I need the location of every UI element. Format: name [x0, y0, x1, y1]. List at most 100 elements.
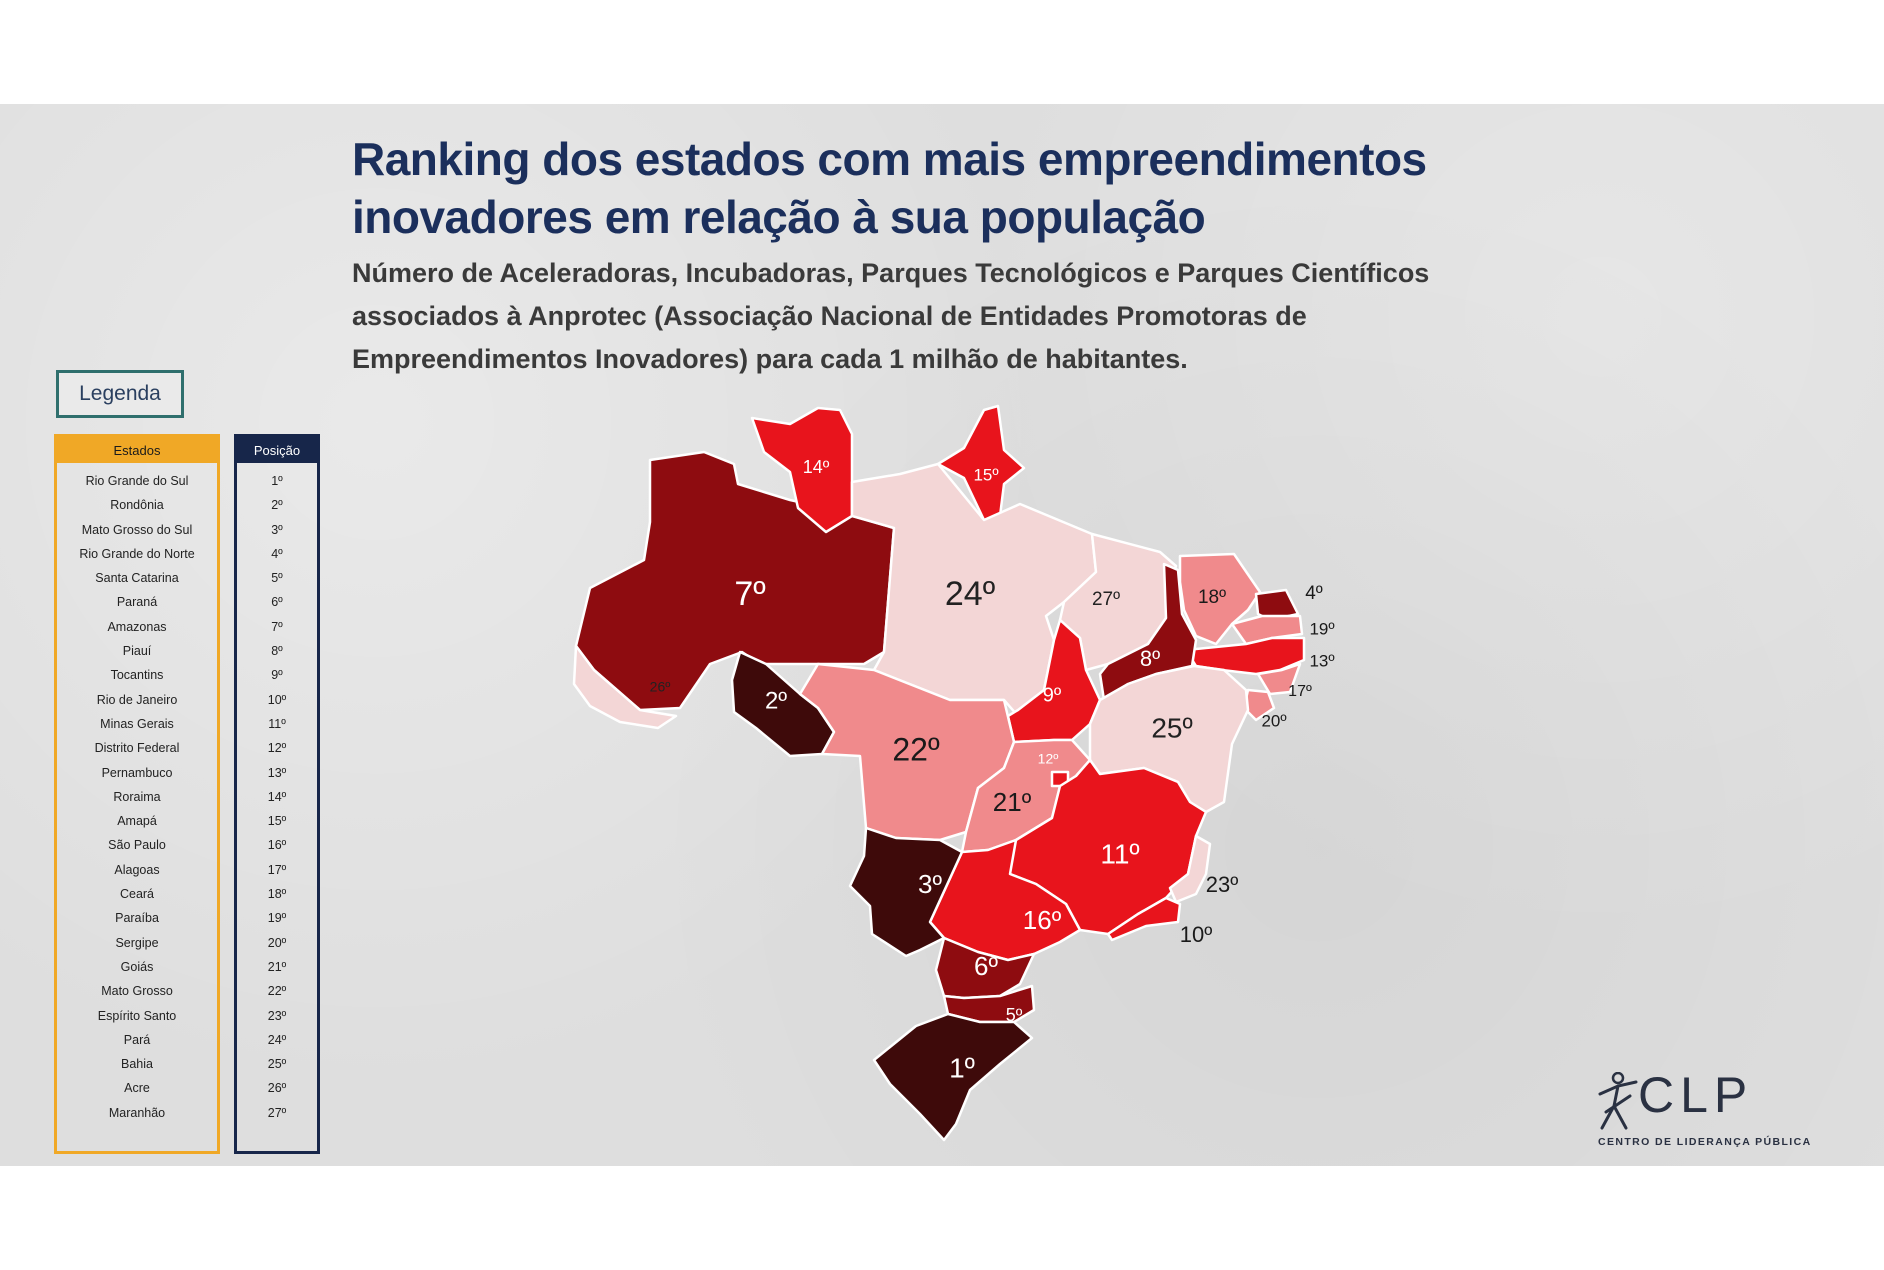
clp-figure-icon — [1598, 1072, 1638, 1130]
subtitle-line-2: associados à Anprotec (Associação Nacion… — [352, 301, 1307, 331]
legend-position-item: 21º — [267, 959, 287, 974]
state-rank-label-distrito-federal: 12º — [1038, 751, 1059, 767]
state-rank-label-rio-de-janeiro: 10º — [1180, 922, 1213, 947]
state-rank-label-bahia: 25º — [1151, 712, 1192, 743]
legend-position-item: 14º — [267, 789, 287, 804]
state-rank-label-paraiba: 19º — [1309, 619, 1334, 638]
brazil-map: 7º 14º 15º 24º 27º 18º 4º 19º 13º 17º 20º 8º 9º 25º 26… — [0, 104, 1884, 1166]
legend-position-item: 1º — [271, 474, 283, 488]
clp-logo: CLP CENTRO DE LIDERANÇA PÚBLICA — [1590, 1066, 1840, 1156]
legend-state-item: Pernambuco — [101, 765, 173, 780]
legend-state-item: Mato Grosso do Sul — [81, 522, 193, 537]
legend-position-item: 22º — [267, 984, 287, 999]
legend-state-item: Piauí — [122, 644, 152, 659]
state-rank-label-alagoas: 17º — [1288, 683, 1312, 700]
legend-state-item: Amazonas — [107, 619, 167, 634]
state-rank-label-rondonia: 2º — [765, 687, 787, 714]
legend-states-list: Rio Grande do Sul Rondônia Mato Grosso do … — [57, 463, 217, 1125]
title-line-1: Ranking dos estados com mais empreendime… — [352, 133, 1427, 185]
legend-state-item: Minas Gerais — [100, 716, 174, 731]
legend-state-item: Pará — [123, 1032, 151, 1047]
title-line-2: inovadores em relação à sua população — [352, 191, 1206, 243]
legend-position-item: 11º — [268, 716, 286, 731]
clp-logo-subtitle: CENTRO DE LIDERANÇA PÚBLICA — [1598, 1136, 1812, 1148]
state-rank-label-amapa: 15º — [973, 465, 998, 484]
legend-state-item: São Paulo — [108, 838, 166, 853]
state-region-rio-de-janeiro — [1106, 896, 1182, 942]
legend-state-item: Paraíba — [115, 911, 159, 926]
state-region-ceara — [1178, 552, 1262, 646]
legend-state-item: Maranhão — [108, 1105, 166, 1120]
page-title: Ranking dos estados com mais empreendime… — [352, 130, 1612, 246]
legend-states-header: Estados — [57, 437, 217, 463]
legend-position-item: 10º — [267, 692, 287, 707]
legend-position-item: 8º — [271, 644, 283, 659]
state-rank-label-mato-grosso-do-sul: 3º — [918, 869, 942, 899]
legend-state-item: Ceará — [119, 887, 155, 902]
legend-state-item: Rio Grande do Norte — [79, 546, 195, 561]
legend-position-item: 6º — [271, 595, 283, 610]
state-rank-label-sao-paulo: 16º — [1023, 905, 1062, 935]
legend-state-item: Alagoas — [114, 862, 160, 877]
state-rank-label-para: 24º — [945, 575, 995, 613]
legend-state-item: Rio Grande do Sul — [85, 474, 189, 488]
page-subtitle: Número de Aceleradoras, Incubadoras, Par… — [352, 252, 1612, 381]
state-rank-label-roraima: 14º — [803, 457, 830, 477]
state-rank-label-pernambuco: 13º — [1309, 651, 1334, 670]
legend-position-item: 20º — [267, 935, 287, 950]
legend-state-item: Santa Catarina — [95, 571, 179, 586]
legend-position-item: 9º — [271, 668, 283, 683]
state-rank-label-santa-catarina: 5º — [1006, 1005, 1023, 1025]
legend-state-item: Acre — [124, 1081, 150, 1096]
legend-state-item: Goiás — [120, 959, 154, 974]
legend-state-item: Tocantins — [110, 668, 164, 683]
clp-logo-text: CLP — [1638, 1067, 1754, 1123]
state-rank-label-rio-grande-do-norte: 4º — [1305, 583, 1323, 604]
legend-state-item: Rondônia — [110, 498, 164, 513]
legend-position-item: 24º — [267, 1032, 287, 1047]
legend-position-item: 17º — [267, 862, 287, 877]
legend-position-item: 19º — [267, 911, 287, 926]
legend-position-list: 1º 2º 3º 4º 5º 6º 7º 8º 9º 10º 11º 12º 13º 14º 15º 16º 1… — [237, 463, 317, 1125]
legend-position-item: 4º — [271, 546, 283, 561]
legend-position-item: 25º — [267, 1057, 287, 1072]
legend-position-item: 2º — [271, 498, 283, 513]
legend-position-item: 18º — [267, 887, 287, 902]
state-rank-label-tocantins: 9º — [1043, 684, 1062, 706]
state-rank-label-piaui: 8º — [1140, 646, 1160, 671]
subtitle-line-3: Empreendimentos Inovadores) para cada 1 … — [352, 344, 1188, 374]
legend-state-item: Roraima — [113, 789, 161, 804]
legend-position-item: 12º — [267, 741, 287, 756]
state-rank-label-minas-gerais: 11º — [1100, 838, 1139, 869]
state-rank-label-goias: 21º — [993, 787, 1032, 817]
state-region-rio-grande-do-sul — [872, 1012, 1034, 1142]
legend-position-item: 27º — [267, 1105, 287, 1120]
state-region-acre — [572, 644, 678, 730]
state-rank-label-rio-grande-do-sul: 1º — [949, 1052, 975, 1083]
legend-title: Legenda — [56, 370, 184, 418]
state-region-espirito-santo — [1168, 834, 1212, 904]
state-rank-label-sergipe: 20º — [1261, 711, 1286, 730]
legend-state-item: Amapá — [117, 814, 157, 829]
legend-position-item: 3º — [271, 522, 283, 537]
legend-position-column: Posição 1º 2º 3º 4º 5º 6º 7º 8º 9º 10º 11º 12º 13º 14… — [234, 434, 320, 1154]
legend-state-item: Sergipe — [115, 935, 159, 950]
state-rank-label-espirito-santo: 23º — [1206, 872, 1239, 897]
infographic-canvas: Ranking dos estados com mais empreendime… — [0, 104, 1884, 1166]
state-rank-label-mato-grosso: 22º — [892, 731, 940, 767]
legend-position-item: 16º — [267, 838, 287, 853]
legend-position-header: Posição — [237, 437, 317, 463]
state-rank-label-amazonas: 7º — [734, 575, 765, 613]
legend-position-item: 23º — [267, 1008, 287, 1023]
state-rank-label-acre: 26º — [650, 679, 671, 695]
legend-position-item: 7º — [271, 619, 283, 634]
legend-state-item: Rio de Janeiro — [96, 692, 178, 707]
legend-position-item: 26º — [267, 1081, 287, 1096]
legend-state-item: Distrito Federal — [94, 741, 180, 756]
legend-state-item: Espírito Santo — [97, 1008, 177, 1023]
legend-state-item: Mato Grosso — [101, 984, 173, 999]
legend-states-column: Estados Rio Grande do Sul Rondônia Mato Gr… — [54, 434, 220, 1154]
state-rank-label-maranhao: 27º — [1092, 589, 1120, 610]
legend-position-item: 5º — [271, 571, 283, 586]
